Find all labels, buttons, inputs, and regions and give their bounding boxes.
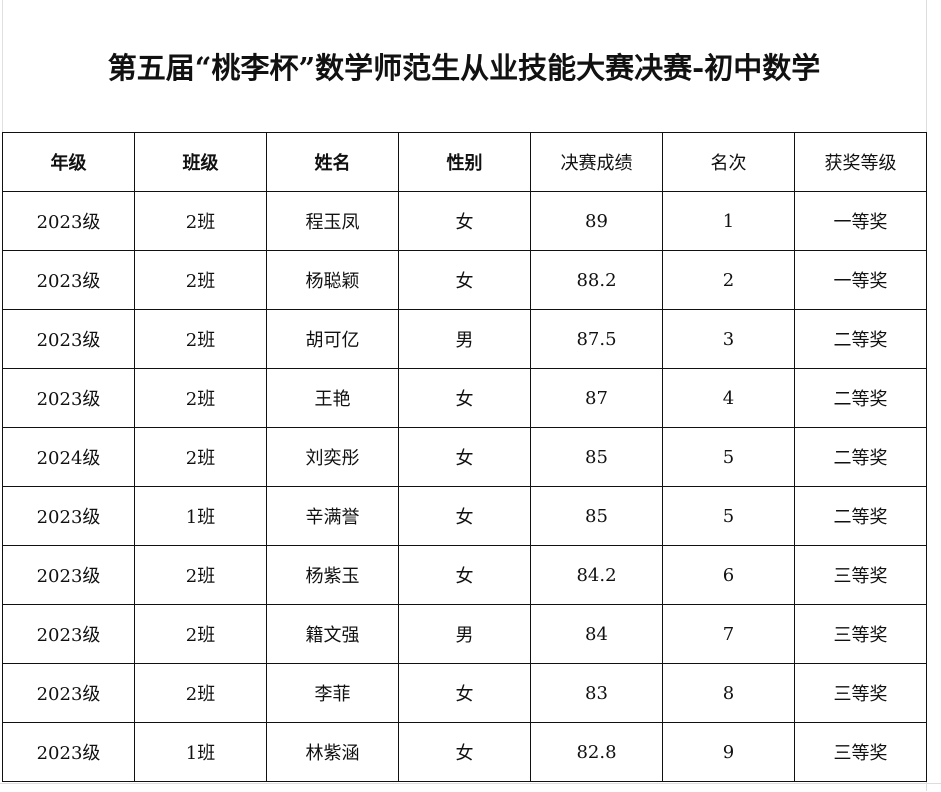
table-cell[interactable]: 83 <box>530 663 663 723</box>
column-header[interactable]: 年级 <box>2 132 135 192</box>
table-cell[interactable]: 一等奖 <box>794 191 927 251</box>
table-cell[interactable]: 2023级 <box>2 309 135 369</box>
table-cell[interactable]: 胡可亿 <box>266 309 399 369</box>
table-row: 2023级 2班 胡可亿男 87.5 3 二等奖 <box>2 309 927 369</box>
table-cell[interactable]: 6 <box>662 545 795 605</box>
table-cell[interactable]: 2班 <box>134 250 267 310</box>
table-cell[interactable]: 2023级 <box>2 722 135 782</box>
column-header[interactable]: 获奖等级 <box>794 132 927 192</box>
column-header[interactable]: 姓名 <box>266 132 399 192</box>
table-cell[interactable]: 二等奖 <box>794 486 927 546</box>
table-cell[interactable]: 84.2 <box>530 545 663 605</box>
table-cell[interactable]: 刘奕彤 <box>266 427 399 487</box>
table-row: 2024级 2班 刘奕彤女 85 5 二等奖 <box>2 427 927 487</box>
table-cell[interactable]: 三等奖 <box>794 604 927 664</box>
table-cell[interactable]: 王艳 <box>266 368 399 428</box>
table-cell[interactable]: 女 <box>398 427 531 487</box>
table-cell[interactable]: 2023级 <box>2 250 135 310</box>
table-cell[interactable]: 男 <box>398 604 531 664</box>
table-cell[interactable]: 8 <box>662 663 795 723</box>
table-cell[interactable]: 85 <box>530 486 663 546</box>
table-cell[interactable]: 2023级 <box>2 368 135 428</box>
table-row: 2023级 2班 杨聪颖女 88.2 2 一等奖 <box>2 250 927 310</box>
column-header[interactable]: 名次 <box>662 132 795 192</box>
table-cell[interactable]: 女 <box>398 663 531 723</box>
table-cell[interactable]: 辛满誉 <box>266 486 399 546</box>
sheet-gridline <box>926 0 941 791</box>
table-cell[interactable]: 85 <box>530 427 663 487</box>
table-cell[interactable]: 杨聪颖 <box>266 250 399 310</box>
table-cell[interactable]: 2班 <box>134 604 267 664</box>
table-cell[interactable]: 3 <box>662 309 795 369</box>
table-cell[interactable]: 87.5 <box>530 309 663 369</box>
table-cell[interactable]: 女 <box>398 368 531 428</box>
table-cell[interactable]: 82.8 <box>530 722 663 782</box>
table-row: 2023级 1班 林紫涵女 82.8 9 三等奖 <box>2 722 927 782</box>
table-cell[interactable]: 2班 <box>134 309 267 369</box>
table-cell[interactable]: 4 <box>662 368 795 428</box>
sheet-title: 第五届“桃李杯”数学师范生从业技能大赛决赛-初中数学 <box>2 0 925 132</box>
table-cell[interactable]: 2班 <box>134 663 267 723</box>
table-cell[interactable]: 女 <box>398 250 531 310</box>
table-cell[interactable]: 二等奖 <box>794 427 927 487</box>
table-cell[interactable]: 三等奖 <box>794 545 927 605</box>
table-cell[interactable]: 84 <box>530 604 663 664</box>
column-header[interactable]: 班级 <box>134 132 267 192</box>
table-cell[interactable]: 1班 <box>134 722 267 782</box>
table-cell[interactable]: 2023级 <box>2 545 135 605</box>
table-cell[interactable]: 男 <box>398 309 531 369</box>
table-cell[interactable]: 2班 <box>134 191 267 251</box>
column-header[interactable]: 决赛成绩 <box>530 132 663 192</box>
table-cell[interactable]: 2023级 <box>2 486 135 546</box>
results-table: 年级 班级 姓名 性别 决赛成绩 名次 获奖等级 2023级 2班 程玉凤女 89 1 一等奖 2023… <box>2 132 927 782</box>
table-cell[interactable]: 2024级 <box>2 427 135 487</box>
table-row: 2023级 2班 籍文强男 84 7 三等奖 <box>2 604 927 664</box>
table-cell[interactable]: 88.2 <box>530 250 663 310</box>
table-cell[interactable]: 1班 <box>134 486 267 546</box>
table-cell[interactable]: 籍文强 <box>266 604 399 664</box>
table-cell[interactable]: 三等奖 <box>794 722 927 782</box>
header-row: 年级 班级 姓名 性别 决赛成绩 名次 获奖等级 <box>2 132 927 192</box>
column-header[interactable]: 性别 <box>398 132 531 192</box>
table-cell[interactable]: 杨紫玉 <box>266 545 399 605</box>
table-row: 2023级 2班 程玉凤女 89 1 一等奖 <box>2 191 927 251</box>
table-cell[interactable]: 二等奖 <box>794 309 927 369</box>
sheet-gridline <box>0 783 941 792</box>
table-cell[interactable]: 2023级 <box>2 663 135 723</box>
table-cell[interactable]: 2023级 <box>2 191 135 251</box>
table-cell[interactable]: 2023级 <box>2 604 135 664</box>
table-cell[interactable]: 89 <box>530 191 663 251</box>
table-cell[interactable]: 5 <box>662 486 795 546</box>
table-cell[interactable]: 2班 <box>134 427 267 487</box>
table-cell[interactable]: 7 <box>662 604 795 664</box>
table-row: 2023级 1班 辛满誉女 85 5 二等奖 <box>2 486 927 546</box>
table-cell[interactable]: 2班 <box>134 545 267 605</box>
table-cell[interactable]: 女 <box>398 722 531 782</box>
table-cell[interactable]: 9 <box>662 722 795 782</box>
table-cell[interactable]: 一等奖 <box>794 250 927 310</box>
table-cell[interactable]: 2班 <box>134 368 267 428</box>
table-cell[interactable]: 2 <box>662 250 795 310</box>
table-cell[interactable]: 二等奖 <box>794 368 927 428</box>
table-cell[interactable]: 5 <box>662 427 795 487</box>
table-cell[interactable]: 87 <box>530 368 663 428</box>
table-row: 2023级 2班 李菲女 83 8 三等奖 <box>2 663 927 723</box>
table-cell[interactable]: 三等奖 <box>794 663 927 723</box>
table-row: 2023级 2班 王艳女 87 4 二等奖 <box>2 368 927 428</box>
table-cell[interactable]: 女 <box>398 486 531 546</box>
table-cell[interactable]: 女 <box>398 191 531 251</box>
table-cell[interactable]: 李菲 <box>266 663 399 723</box>
table-cell[interactable]: 程玉凤 <box>266 191 399 251</box>
table-cell[interactable]: 林紫涵 <box>266 722 399 782</box>
table-cell[interactable]: 1 <box>662 191 795 251</box>
table-cell[interactable]: 女 <box>398 545 531 605</box>
table-row: 2023级 2班 杨紫玉女 84.2 6 三等奖 <box>2 545 927 605</box>
